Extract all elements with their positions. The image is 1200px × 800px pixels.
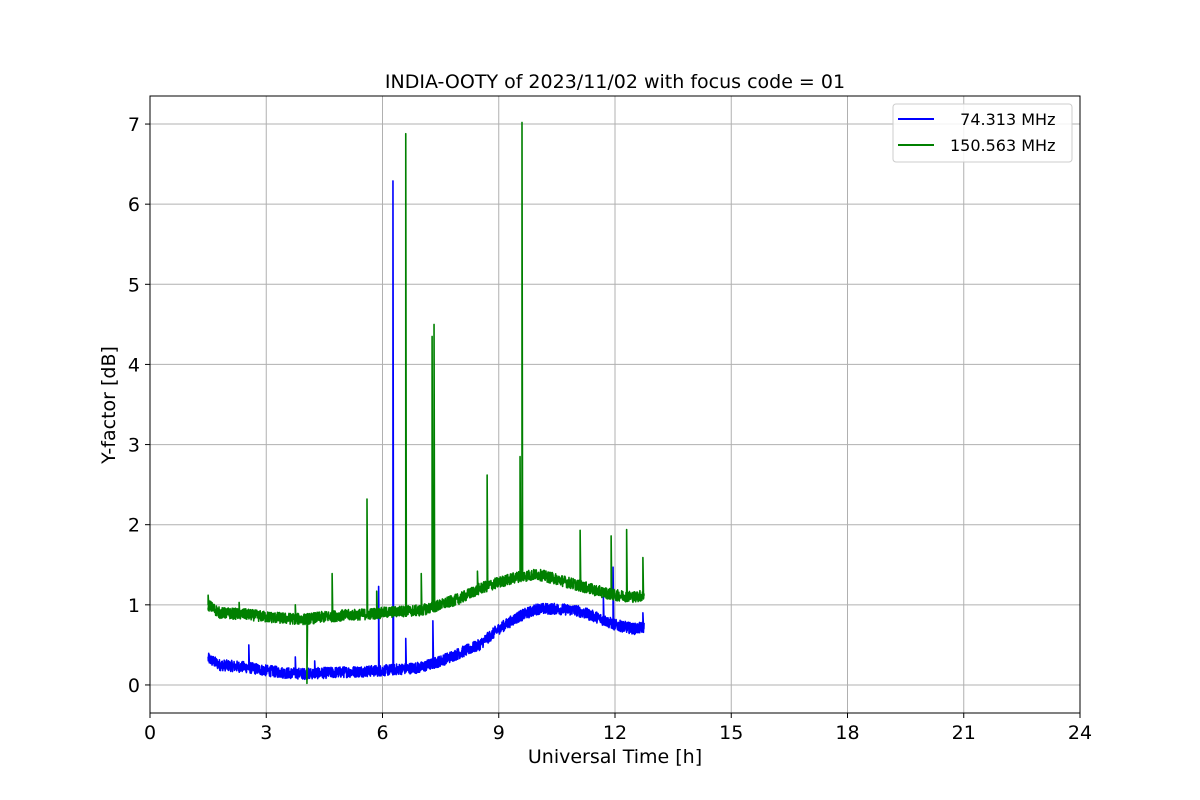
legend-label-1: 150.563 MHz bbox=[950, 136, 1055, 155]
x-tick-label: 9 bbox=[493, 722, 505, 744]
chart-title: INDIA-OOTY of 2023/11/02 with focus code… bbox=[385, 71, 845, 93]
y-tick-label: 5 bbox=[128, 274, 140, 296]
grid bbox=[149, 96, 1081, 713]
legend-box bbox=[892, 103, 1073, 163]
series-layer bbox=[207, 121, 645, 685]
y-tick-label: 4 bbox=[128, 354, 140, 376]
legend: 74.313 MHz 150.563 MHz bbox=[892, 103, 1073, 163]
x-tick-label: 24 bbox=[1068, 722, 1092, 744]
x-tick-label: 21 bbox=[952, 722, 976, 744]
y-axis-label: Y-factor [dB] bbox=[98, 346, 120, 465]
series-line-1 bbox=[207, 121, 645, 685]
y-tick-label: 1 bbox=[128, 595, 140, 617]
y-tick-label: 3 bbox=[128, 435, 140, 457]
y-tick-label: 7 bbox=[128, 114, 140, 136]
x-tick-label: 3 bbox=[260, 722, 272, 744]
x-tick-label: 0 bbox=[144, 722, 156, 744]
x-tick-label: 15 bbox=[719, 722, 743, 744]
x-tick-label: 12 bbox=[603, 722, 627, 744]
legend-label-0: 74.313 MHz bbox=[950, 110, 1055, 129]
y-tick-label: 6 bbox=[128, 194, 140, 216]
x-tick-label: 6 bbox=[376, 722, 388, 744]
x-tick-label: 18 bbox=[835, 722, 859, 744]
y-tick-label: 2 bbox=[128, 515, 140, 537]
series-line-0 bbox=[207, 180, 645, 681]
y-tick-label: 0 bbox=[128, 675, 140, 697]
x-axis-label: Universal Time [h] bbox=[528, 746, 702, 768]
